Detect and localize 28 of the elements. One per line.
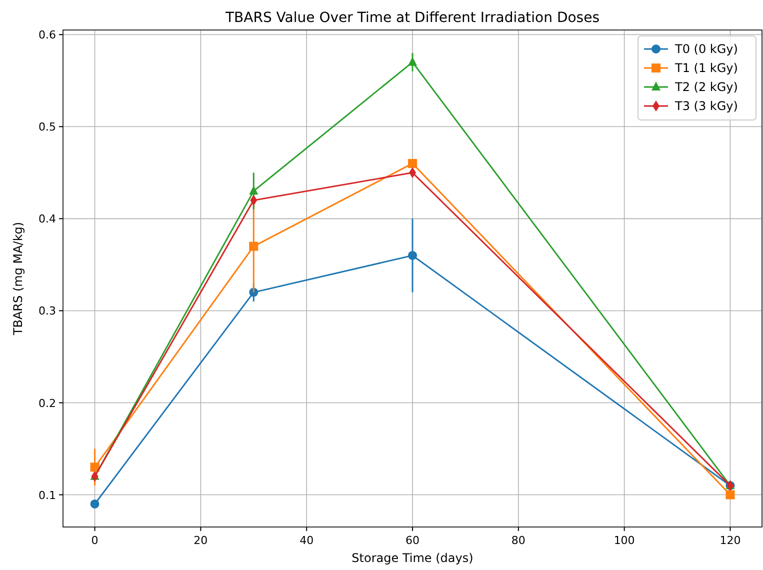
- y-tick-label: 0.6: [38, 28, 56, 42]
- legend-label: T1 (1 kGy): [674, 61, 738, 75]
- point: [249, 186, 258, 195]
- point: [90, 462, 100, 472]
- point: [249, 242, 258, 251]
- y-tick-label: 0.1: [38, 488, 56, 502]
- legend-label: T3 (3 kGy): [674, 99, 738, 113]
- x-tick-label: 0: [91, 534, 98, 547]
- x-tick-label: 60: [406, 534, 420, 547]
- point: [408, 158, 417, 168]
- x-tick-label: 40: [300, 534, 314, 547]
- legend-label: T2 (2 kGy): [674, 80, 738, 94]
- x-tick-label: 80: [511, 534, 526, 547]
- y-tick-label: 0.3: [38, 304, 56, 318]
- point: [726, 490, 735, 500]
- point: [408, 56, 417, 66]
- legend-label: T0 (0 kGy): [674, 42, 738, 56]
- y-tick-label: 0.2: [38, 396, 56, 410]
- point: [408, 250, 417, 260]
- x-tick-label: 100: [614, 534, 635, 547]
- x-axis-title: Storage Time (days): [352, 551, 474, 565]
- x-tick-label: 20: [194, 534, 208, 547]
- y-tick-label: 0.4: [38, 212, 56, 226]
- y-tick-label: 0.5: [38, 120, 56, 134]
- point: [90, 499, 100, 508]
- chart-title: TBARS Value Over Time at Different Irradiation Doses: [224, 10, 600, 26]
- x-tick-label: 120: [720, 534, 741, 547]
- y-axis-title: TBARS (mg MA/kg): [11, 222, 25, 336]
